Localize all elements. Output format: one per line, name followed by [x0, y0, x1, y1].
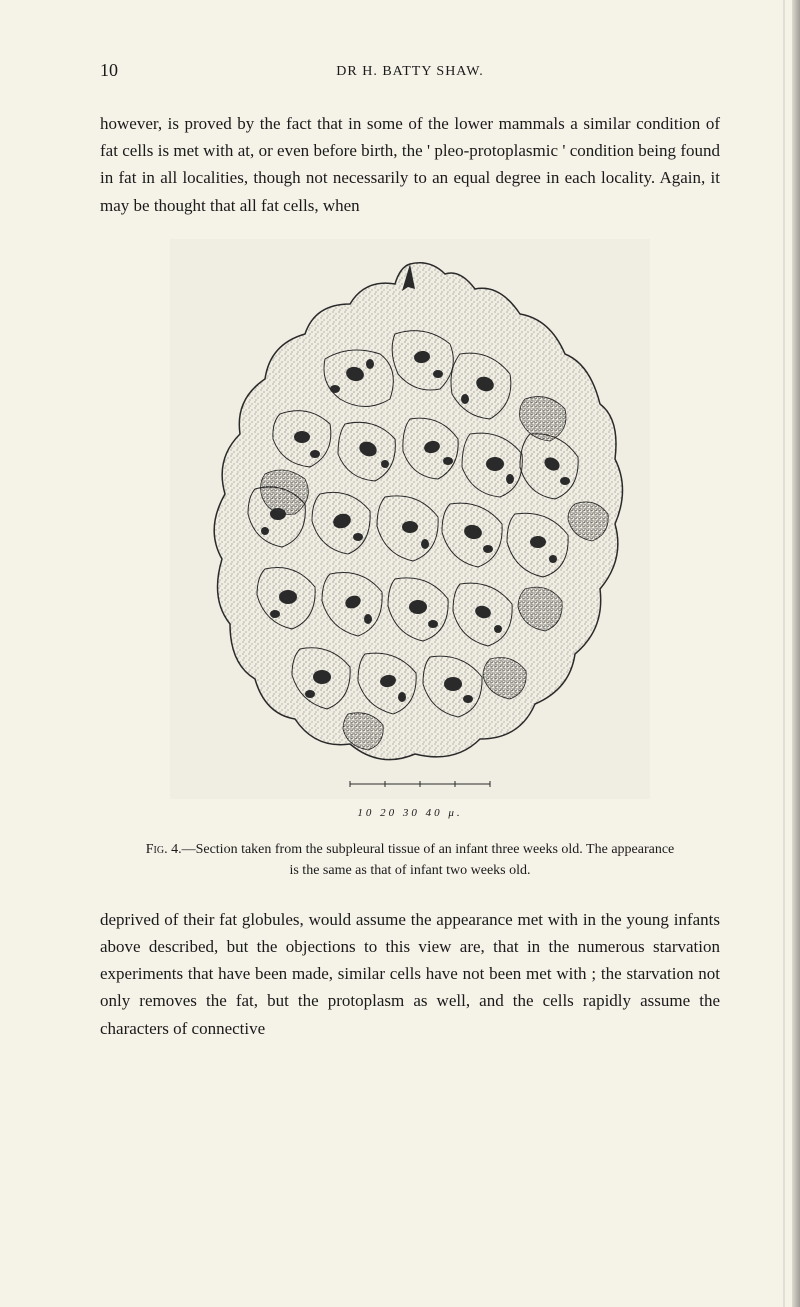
author-header: DR H. BATTY SHAW.	[100, 60, 720, 80]
figure-caption-text: —Section taken from the subpleural tissu…	[182, 842, 675, 878]
page-edge-inner	[783, 0, 785, 1307]
page-edge	[792, 0, 800, 1307]
paragraph-1: however, is proved by the fact that in s…	[100, 110, 720, 219]
page-number: 10	[100, 60, 118, 81]
figure-caption: Fig. 4.—Section taken from the subpleura…	[140, 839, 680, 881]
paragraph-2: deprived of their fat globules, would as…	[100, 906, 720, 1042]
histology-illustration	[170, 239, 650, 799]
figure-label: Fig. 4.	[146, 842, 182, 857]
figure-4: 10 20 30 40 μ.	[100, 239, 720, 819]
scale-bar-labels: 10 20 30 40 μ.	[357, 807, 462, 819]
